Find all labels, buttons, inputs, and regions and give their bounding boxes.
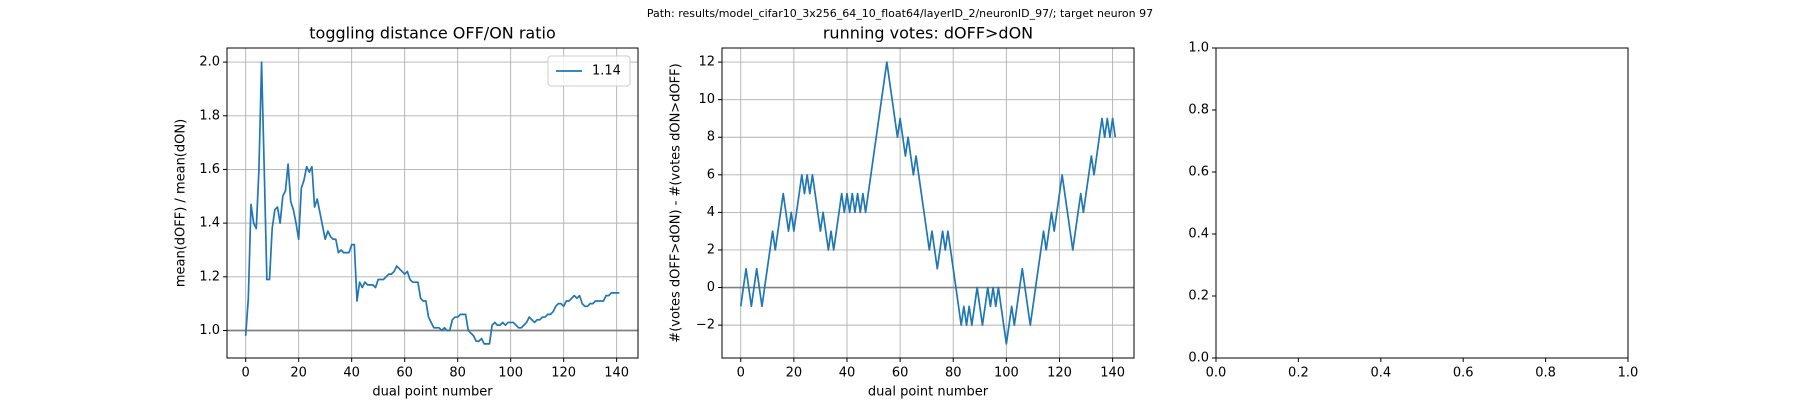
subplot: 0 20 40 60 80 100 120 140 1.0 1.2 1.4 1.6 1.8 2.0 togg… (174, 24, 639, 400)
x-tick-label: 60 (892, 366, 909, 381)
y-tick-label: 1.2 (199, 269, 220, 284)
x-tick-label: 0.8 (1535, 366, 1556, 381)
y-tick-label: 10 (698, 92, 715, 107)
data-line (739, 61, 1117, 345)
x-tick-label: 120 (1047, 366, 1072, 381)
suptitle: Path: results/model_cifar10_3x256_64_10_… (647, 7, 1153, 20)
x-tick-label: 0.2 (1288, 366, 1309, 381)
x-tick-label: 20 (786, 366, 803, 381)
x-tick-label: 0.6 (1453, 366, 1474, 381)
y-tick-label: −2 (696, 318, 715, 333)
x-tick-label: 100 (498, 366, 523, 381)
y-tick-label: 1.6 (199, 162, 220, 177)
y-tick-label: 1.0 (1188, 41, 1209, 56)
y-tick-label: 0.4 (1188, 227, 1209, 242)
y-tick-label: 0.8 (1188, 103, 1209, 118)
x-axis-label: dual point number (372, 385, 493, 400)
x-tick-label: 20 (290, 366, 307, 381)
axes-frame (226, 47, 639, 359)
y-tick-label: 0.6 (1188, 165, 1209, 180)
legend-box (547, 55, 631, 87)
y-axis-label: #(votes dOFF>dON) - #(votes dON>dOFF) (669, 63, 684, 342)
legend-label: 1.14 (592, 64, 621, 79)
plot-area (244, 61, 620, 345)
x-tick-label: 80 (449, 366, 466, 381)
x-tick-label: 60 (396, 366, 413, 381)
y-tick-label: 2 (707, 242, 715, 257)
subplot: 0 20 40 60 80 100 120 140 −2 0 2 4 6 8 10 12 running vot… (669, 24, 1135, 400)
y-tick-label: 1.8 (199, 108, 220, 123)
x-tick-label: 100 (994, 366, 1019, 381)
x-tick-label: 0 (737, 366, 745, 381)
y-tick-label: 6 (707, 167, 715, 182)
x-tick-label: 40 (839, 366, 856, 381)
y-tick-label: 1.4 (199, 216, 220, 231)
y-tick-label: 1.0 (199, 323, 220, 338)
x-tick-label: 0 (242, 366, 250, 381)
x-tick-label: 1.0 (1618, 366, 1639, 381)
y-tick-label: 0 (707, 280, 715, 295)
x-tick-label: 0.4 (1370, 366, 1391, 381)
axes-frame (1215, 47, 1629, 359)
axes-title: running votes: dOFF>dON (823, 24, 1033, 43)
y-tick-label: 0.2 (1188, 289, 1209, 304)
data-line (244, 61, 620, 345)
y-tick-label: 8 (707, 130, 715, 145)
y-tick-label: 2.0 (199, 55, 220, 70)
plot-area (739, 61, 1117, 345)
subplot: 0.0 0.2 0.4 0.6 0.8 1.0 0.0 0.2 0.4 0.6 0.8 1.0 (1188, 41, 1638, 381)
y-tick-label: 0.0 (1188, 351, 1209, 366)
y-axis-label: mean(dOFF) / mean(dON) (174, 119, 189, 287)
y-tick-label: 4 (707, 205, 715, 220)
x-axis-label: dual point number (868, 385, 989, 400)
x-tick-label: 80 (945, 366, 962, 381)
y-tick-label: 12 (698, 55, 715, 70)
x-tick-label: 140 (604, 366, 629, 381)
x-tick-label: 120 (551, 366, 576, 381)
x-tick-label: 40 (343, 366, 360, 381)
x-tick-label: 140 (1100, 366, 1125, 381)
axes-frame (721, 47, 1135, 359)
axes-title: toggling distance OFF/ON ratio (309, 24, 555, 43)
x-tick-label: 0.0 (1206, 366, 1227, 381)
